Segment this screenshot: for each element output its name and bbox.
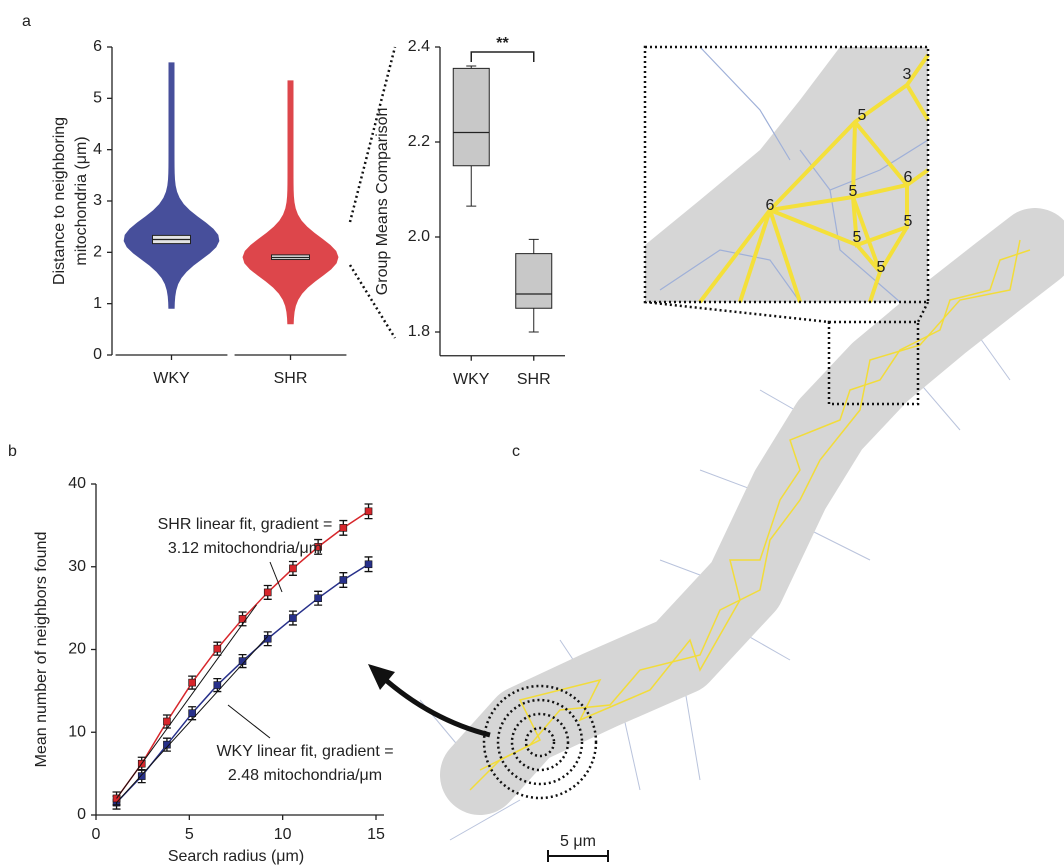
y-tick-label: 6 [93, 38, 102, 55]
graph-edges [479, 239, 1021, 771]
connector [348, 264, 397, 339]
y-tick-label: 2.0 [408, 228, 430, 245]
graph-edges [469, 249, 1031, 791]
point [314, 543, 322, 551]
point [213, 681, 222, 689]
x-tick-label: 5 [185, 826, 194, 843]
scale-bar-label: 5 μm [560, 833, 596, 850]
point [188, 678, 196, 687]
leader-line [227, 704, 271, 739]
point [163, 717, 171, 726]
node-degree: 6 [766, 197, 775, 214]
y-tick-label: 5 [93, 90, 102, 107]
point [188, 709, 196, 718]
point-cloud [123, 62, 220, 309]
node-degree: 6 [904, 169, 913, 186]
fit-line [116, 604, 257, 799]
point [289, 614, 297, 622]
point [163, 740, 171, 749]
y-tick-label: 1 [93, 295, 102, 312]
x-tick-label: 10 [274, 826, 292, 843]
point [289, 564, 297, 573]
x-tick-label: SHR [517, 371, 551, 388]
point [339, 576, 348, 584]
y-tick-label: 0 [93, 346, 102, 363]
box [452, 67, 490, 167]
dendrite [440, 208, 1064, 815]
arrow [378, 673, 491, 738]
y-axis-title: Distance to neighboring [51, 117, 68, 285]
y-tick-label: 2 [93, 244, 102, 261]
inset-frame [643, 45, 930, 304]
significance-bracket [470, 51, 535, 62]
x-tick-label: WKY [453, 371, 490, 388]
y-axis-title: mitochondria (μm) [73, 136, 90, 265]
point [339, 524, 348, 532]
node-degree: 5 [849, 183, 858, 200]
point-cloud [242, 80, 339, 325]
search-circles [482, 684, 598, 800]
y-tick-label: 0 [77, 806, 86, 823]
connector [644, 300, 830, 324]
connector [916, 301, 930, 323]
x-axis-title: Search radius (μm) [168, 848, 304, 865]
point [263, 634, 272, 643]
zoom-box [827, 320, 920, 406]
y-tick-label: 4 [93, 141, 102, 158]
point [314, 594, 322, 602]
y-axis-title: Group Means Comparison [374, 108, 391, 296]
point [213, 644, 222, 653]
point [137, 772, 146, 780]
inset-edges [698, 53, 930, 304]
dendrite-image [368, 45, 1064, 862]
y-tick-label: 40 [68, 475, 86, 492]
y-tick-label: 3 [93, 192, 102, 209]
box [515, 253, 553, 309]
connector [348, 46, 397, 223]
x-tick-label: 15 [367, 826, 385, 843]
arrow-head [368, 664, 395, 690]
node-degree: 5 [858, 107, 867, 124]
fit-label: 3.12 mitochondria/μm [168, 540, 322, 557]
point [364, 507, 373, 516]
node-degree: 3 [903, 66, 912, 83]
x-tick-label: WKY [153, 370, 190, 387]
node-degree: 5 [877, 259, 886, 276]
y-tick-label: 30 [68, 558, 86, 575]
fit-label: WKY linear fit, gradient = [216, 743, 393, 760]
y-tick-label: 2.4 [408, 38, 430, 55]
x-tick-label: SHR [274, 370, 308, 387]
fit-label: SHR linear fit, gradient = [158, 516, 333, 533]
fit-line [116, 635, 269, 803]
y-tick-label: 2.2 [408, 133, 430, 150]
point [263, 588, 272, 597]
y-tick-label: 10 [68, 723, 86, 740]
significance: ** [496, 35, 509, 52]
leader-line [269, 561, 283, 593]
x-tick-label: 0 [92, 826, 101, 843]
y-axis-title: Mean number of neighbors found [33, 532, 50, 768]
panel-label: c [512, 443, 520, 460]
panel-label: b [8, 443, 17, 460]
fit-label: 2.48 mitochondria/μm [228, 767, 382, 784]
point [364, 560, 373, 569]
panel-label: a [22, 13, 31, 30]
node-degree: 5 [904, 213, 913, 230]
node-degree: 5 [853, 229, 862, 246]
y-tick-label: 20 [68, 641, 86, 658]
y-tick-label: 1.8 [408, 323, 430, 340]
